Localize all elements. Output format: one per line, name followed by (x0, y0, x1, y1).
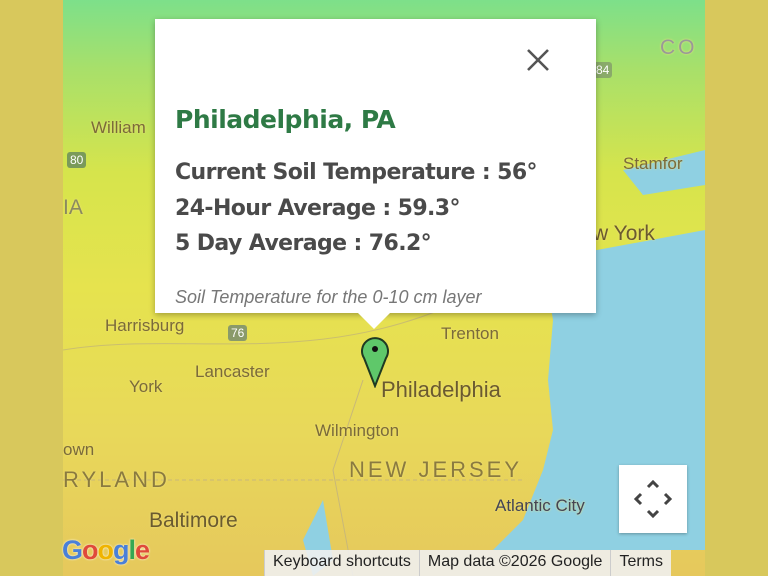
water-sound (623, 150, 705, 195)
interstate-80-shield: 80 (67, 152, 87, 168)
google-logo-letter: e (135, 535, 150, 565)
map-label-lancaster: Lancaster (195, 362, 270, 381)
map-label-connecticut: CO (660, 36, 698, 59)
keyboard-shortcuts-link[interactable]: Keyboard shortcuts (264, 550, 419, 576)
map-label-philadelphia: Philadelphia (381, 377, 501, 402)
google-logo-letter: G (62, 535, 83, 565)
map-label-town: own (63, 440, 95, 459)
move-arrows-icon (633, 479, 673, 519)
google-logo: Google (62, 535, 150, 566)
map-label-maryland: RYLAND (63, 467, 170, 492)
map-label-pennsylvania: IA (63, 196, 83, 219)
close-icon[interactable] (523, 45, 553, 75)
google-logo-letter: l (128, 535, 136, 565)
map-label-baltimore: Baltimore (149, 509, 238, 532)
layer-note: Soil Temperature for the 0-10 cm layer (175, 287, 482, 307)
info-window: Philadelphia, PA Current Soil Temperatur… (155, 19, 596, 329)
24-hour-average: 24-Hour Average : 59.3° (175, 196, 461, 221)
interstate-76-shield: 76 (228, 325, 248, 341)
info-window-tail (358, 313, 390, 329)
map-label-trenton: Trenton (441, 324, 499, 343)
google-logo-letter: o (97, 535, 114, 565)
map-data-attribution: Map data ©2026 Google (418, 550, 611, 576)
interstate-84-shield: 84 (593, 62, 613, 78)
map-label-new-york: w York (593, 222, 655, 245)
map-label-stamford: Stamfor (623, 154, 683, 173)
google-logo-letter: g (113, 535, 129, 565)
5-day-average: 5 Day Average : 76.2° (175, 231, 432, 256)
map-label-new-jersey: NEW JERSEY (349, 457, 523, 482)
current-soil-temperature: Current Soil Temperature : 56° (175, 160, 538, 185)
terms-link[interactable]: Terms (610, 550, 671, 576)
location-title: Philadelphia, PA (175, 105, 396, 134)
map-label-atlantic-city: Atlantic City (495, 496, 585, 515)
map-label-york: York (129, 377, 163, 396)
map-label-wilmington: Wilmington (315, 421, 400, 440)
map-label-harrisburg: Harrisburg (105, 316, 185, 335)
google-logo-letter: o (82, 535, 98, 565)
map-marker-icon[interactable] (360, 334, 390, 388)
map-footer: Keyboard shortcuts Map data ©2026 Google… (264, 550, 671, 576)
map-pan-control[interactable] (619, 465, 687, 533)
map-label-williamsport: William (91, 118, 146, 137)
